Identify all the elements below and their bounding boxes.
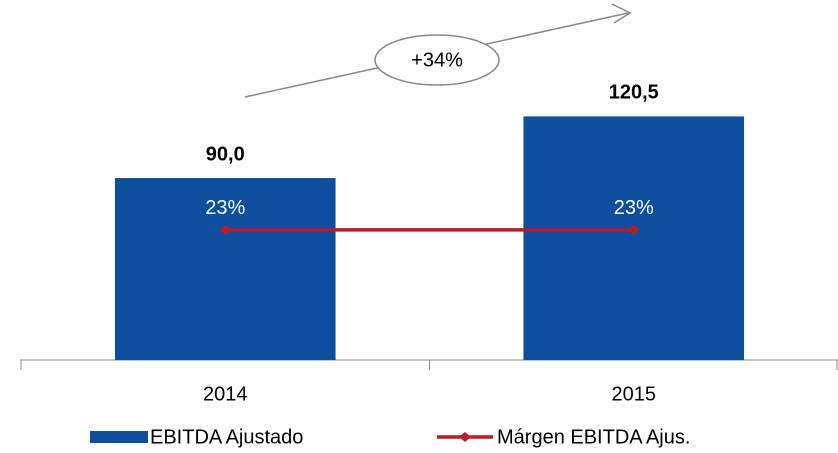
line-marker xyxy=(219,224,232,235)
line-value-label: 23% xyxy=(205,197,245,219)
x-tick-label: 2015 xyxy=(612,383,657,405)
bar xyxy=(114,178,336,360)
line-value-label: 23% xyxy=(614,197,654,219)
legend-label: EBITDA Ajustado xyxy=(150,426,303,448)
bar xyxy=(523,116,745,361)
bar-value-label: 90,0 xyxy=(206,143,245,165)
annotation-bubble xyxy=(374,34,500,86)
bar-value-label: 120,5 xyxy=(609,82,659,104)
legend-swatch xyxy=(90,431,148,443)
arrow-head xyxy=(611,3,632,24)
legend-label: Márgen EBITDA Ajus. xyxy=(497,426,690,448)
line-marker xyxy=(627,224,640,235)
annotation: +34% xyxy=(411,49,463,71)
x-tick-label: 2014 xyxy=(203,383,248,405)
legend-marker xyxy=(459,432,471,442)
